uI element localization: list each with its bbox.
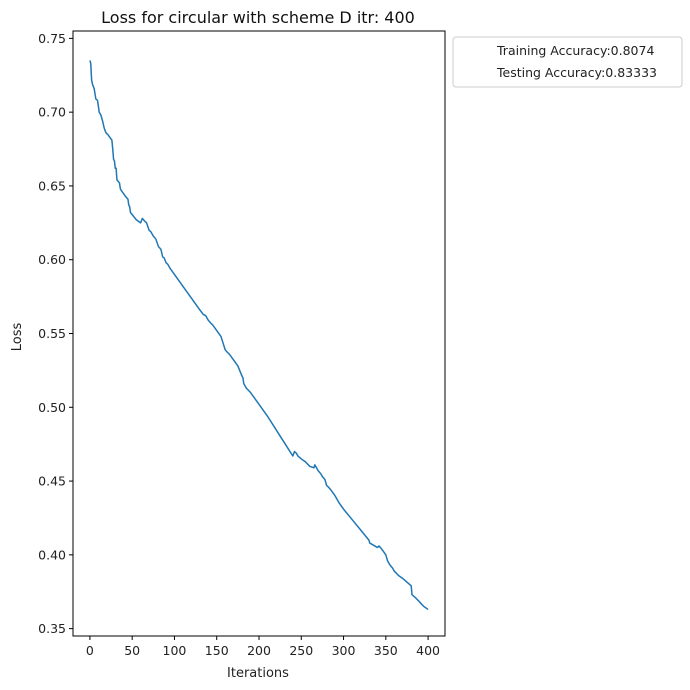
y-tick-label: 0.65	[38, 178, 66, 193]
x-tick-label: 300	[332, 643, 356, 658]
legend: Training Accuracy:0.8074 Testing Accurac…	[452, 36, 683, 88]
legend-entry-training-accuracy: Training Accuracy:0.8074	[496, 43, 654, 58]
y-tick-label: 0.50	[38, 400, 66, 415]
x-axis-label: Iterations	[227, 666, 289, 681]
x-tick-label: 200	[247, 643, 271, 658]
y-tick-label: 0.70	[38, 105, 66, 120]
legend-box	[452, 36, 683, 88]
x-tick-label: 50	[124, 643, 140, 658]
x-tick-label: 150	[205, 643, 229, 658]
x-tick-label: 250	[289, 643, 313, 658]
x-axis-ticks: 0 50 100 150 200 250 300 350 400	[86, 636, 440, 658]
y-tick-label: 0.75	[38, 31, 66, 46]
x-tick-label: 350	[374, 643, 398, 658]
y-tick-label: 0.45	[38, 474, 66, 489]
y-tick-label: 0.55	[38, 326, 66, 341]
legend-entry-testing-accuracy: Testing Accuracy:0.83333	[496, 65, 657, 80]
y-axis-label: Loss	[10, 323, 25, 352]
series-line-0	[89, 60, 429, 611]
y-tick-label: 0.35	[38, 621, 66, 636]
y-axis-ticks: 0.35 0.40 0.45 0.50 0.55 0.60 0.65 0.70 0.75	[38, 31, 73, 636]
x-tick-label: 0	[86, 643, 94, 658]
chart-title: Loss for circular with scheme D itr: 400	[101, 8, 415, 27]
y-tick-label: 0.40	[38, 547, 66, 562]
x-tick-label: 400	[416, 643, 440, 658]
y-tick-label: 0.60	[38, 252, 66, 267]
x-tick-label: 100	[163, 643, 187, 658]
